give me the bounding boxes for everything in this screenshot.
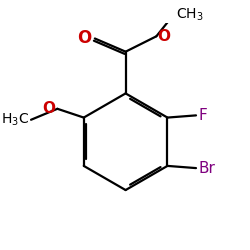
Text: O: O (77, 30, 91, 48)
Text: O: O (43, 101, 56, 116)
Text: Br: Br (198, 160, 215, 176)
Text: F: F (198, 108, 207, 123)
Text: O: O (158, 29, 170, 44)
Text: CH$_3$: CH$_3$ (176, 6, 204, 22)
Text: H$_3$C: H$_3$C (1, 112, 29, 128)
